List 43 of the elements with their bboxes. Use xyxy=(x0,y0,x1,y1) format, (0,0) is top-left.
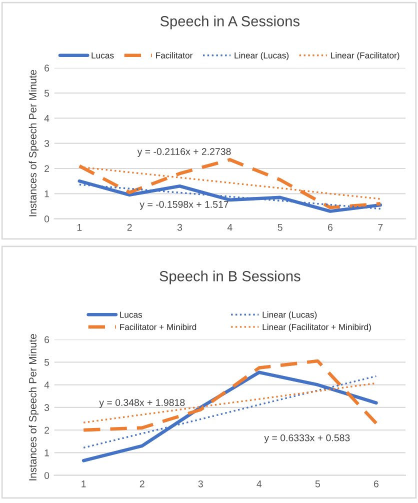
legend-label: Linear (Facilitator + Minibird) xyxy=(262,324,371,332)
y-tick-label: 4 xyxy=(44,382,50,388)
legend-label: Facilitator + Minibird xyxy=(120,324,196,330)
chart-title: Speech in A Sessions xyxy=(160,16,300,30)
annotation: y = -0.2116x + 2.2738 xyxy=(137,148,231,157)
y-tick-label: 2 xyxy=(44,165,49,172)
y-axis-title: Instances of Speech Per Minute xyxy=(28,334,39,480)
x-tick-label: 5 xyxy=(315,480,320,488)
x-tick-label: 3 xyxy=(177,224,182,231)
legend-label: Lucas xyxy=(92,52,114,58)
x-tick-label: 6 xyxy=(374,480,378,488)
y-tick-label: 5 xyxy=(44,90,50,97)
y-tick-label: 6 xyxy=(44,336,50,344)
x-tick-label: 2 xyxy=(127,224,132,231)
legend-label: Lucas xyxy=(120,312,142,318)
x-tick-label: 5 xyxy=(278,224,282,231)
x-tick-label: 1 xyxy=(77,224,82,231)
x-tick-label: 6 xyxy=(328,224,332,231)
x-tick-label: 7 xyxy=(378,224,383,231)
x-tick-label: 1 xyxy=(82,480,86,488)
y-tick-label: 0 xyxy=(44,216,50,222)
y-tick-label: 0 xyxy=(44,472,50,479)
annotation: y = 0.6333x + 0.583 xyxy=(264,434,350,444)
x-tick-label: 4 xyxy=(227,224,232,231)
legend-label: Facilitator xyxy=(156,52,193,58)
x-tick-label: 3 xyxy=(198,480,203,488)
y-tick-label: 3 xyxy=(44,404,50,412)
y-tick-label: 3 xyxy=(44,140,50,147)
y-tick-label: 1 xyxy=(44,190,50,198)
annotation: y = 0.348x + 1.9818 xyxy=(99,399,185,408)
chart-title: Speech in B Sessions xyxy=(160,270,300,284)
y-tick-label: 4 xyxy=(44,115,50,122)
legend-label: Linear (Lucas) xyxy=(234,52,289,60)
annotation: y = -0.1598x + 1.517 xyxy=(140,200,228,210)
legend-label: Linear (Lucas) xyxy=(262,311,317,320)
x-tick-label: 4 xyxy=(256,480,262,488)
y-tick-label: 5 xyxy=(44,358,50,366)
x-tick-label: 2 xyxy=(140,480,144,488)
y-tick-label: 6 xyxy=(44,64,50,72)
y-tick-label: 2 xyxy=(44,426,49,434)
legend-label: Linear (Facilitator) xyxy=(331,52,400,60)
y-axis-title: Instances of Speech Per Minute xyxy=(28,70,39,216)
y-tick-label: 1 xyxy=(44,450,50,456)
